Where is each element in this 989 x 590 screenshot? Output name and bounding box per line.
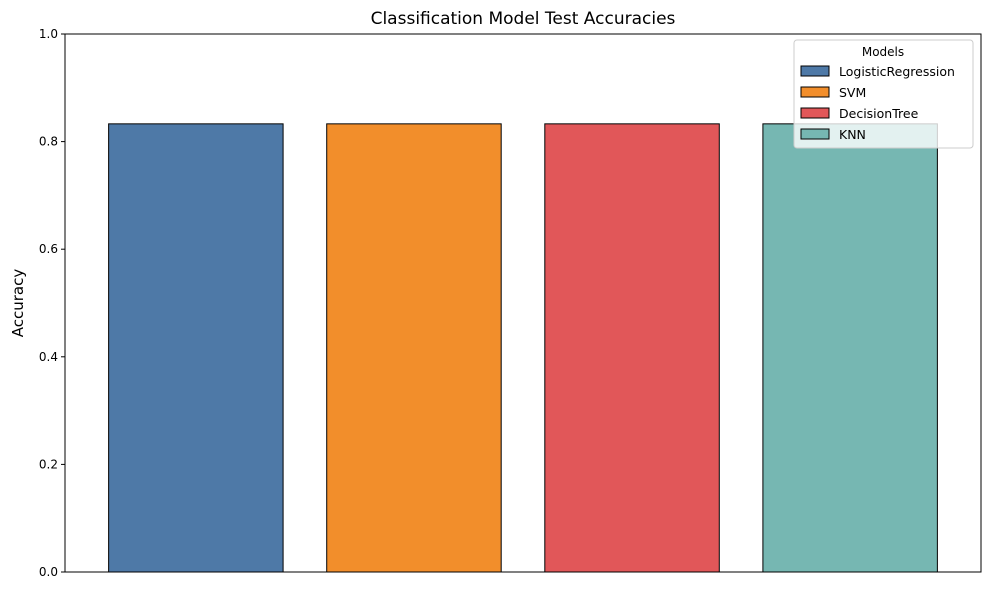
legend-swatch: [800, 65, 830, 77]
bar-svm: [326, 123, 502, 573]
legend: Models LogisticRegression SVM DecisionTree…: [793, 39, 974, 149]
legend-label: SVM: [839, 85, 866, 100]
legend-title: Models: [862, 45, 904, 59]
bar-decisiontree: [544, 123, 720, 573]
legend-label: LogisticRegression: [839, 64, 955, 79]
bars-group: [108, 123, 938, 573]
chart-title: Classification Model Test Accuracies: [371, 9, 676, 29]
bar-knn: [762, 123, 938, 573]
legend-label: KNN: [839, 127, 866, 142]
y-tick-label: 1.0: [39, 27, 58, 41]
legend-swatch: [800, 86, 830, 98]
y-axis-label: Accuracy: [9, 269, 27, 338]
legend-box: [793, 39, 974, 149]
legend-swatch: [800, 128, 830, 140]
bar-logisticregression: [108, 123, 284, 573]
y-axis-ticks: 0.0 0.2 0.4 0.6 0.8 1.0: [39, 27, 65, 579]
y-tick-label: 0.4: [39, 350, 58, 364]
y-tick-label: 0.2: [39, 457, 58, 471]
legend-swatch: [800, 107, 830, 119]
plot-frame: [64, 33, 982, 573]
y-tick-label: 0.8: [39, 135, 58, 149]
y-tick-label: 0.6: [39, 242, 58, 256]
y-tick-label: 0.0: [39, 565, 58, 579]
legend-label: DecisionTree: [839, 106, 919, 121]
